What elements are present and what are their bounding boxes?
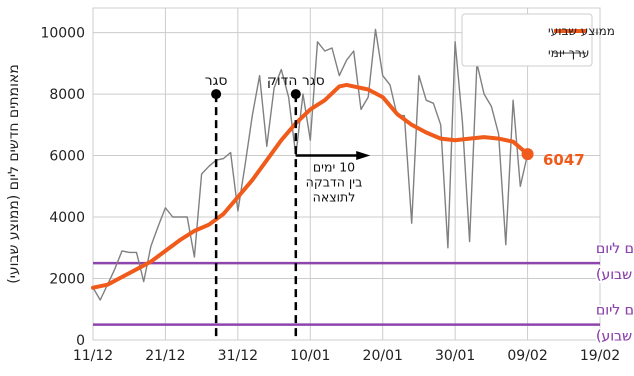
y-tick-label: 10000 bbox=[40, 26, 85, 42]
x-tick-label: 19/02 bbox=[580, 348, 620, 364]
legend-label-daily: ערך יומי bbox=[548, 46, 589, 60]
axis-ticks: 0 2000 4000 6000 8000 10000 11/12 21/12 31/12 10/… bbox=[40, 26, 620, 364]
end-value-label: 6047 bbox=[543, 151, 585, 169]
legend: ממוצע שבועי ערך יומי bbox=[461, 13, 615, 67]
x-tick-label: 11/12 bbox=[73, 348, 113, 364]
event-label: סגר bbox=[205, 73, 228, 89]
weekly-end-point bbox=[521, 148, 534, 161]
threshold-label: (בממוצע על פני שבוע) bbox=[596, 267, 634, 283]
x-tick-label: 10/01 bbox=[290, 348, 330, 364]
daily-series bbox=[92, 28, 529, 301]
x-tick-label: 20/01 bbox=[363, 348, 403, 364]
y-tick-label: 0 bbox=[76, 333, 85, 349]
delay-arrow-head bbox=[356, 151, 371, 161]
event-point bbox=[211, 89, 222, 100]
y-tick-label: 4000 bbox=[49, 210, 85, 226]
threshold-lines: סף 2500 חולים חדשים ליוםסף 2500 חולים חד… bbox=[93, 239, 634, 347]
legend-label-weekly: ממוצע שבועי bbox=[548, 24, 615, 38]
delay-label: בין הדבקה bbox=[306, 175, 363, 190]
threshold-label: (בממוצע על פני שבוע) bbox=[596, 329, 634, 345]
x-tick-label: 09/02 bbox=[507, 348, 547, 364]
x-tick-label: 30/01 bbox=[435, 348, 475, 364]
y-axis-label: מאומתים חדשים ליום (ממוצע שבועי) bbox=[6, 64, 22, 283]
event-point bbox=[290, 89, 301, 100]
y-tick-label: 8000 bbox=[49, 87, 85, 103]
threshold-label-halo: סף 500 חולים חדשים ליום bbox=[596, 303, 634, 319]
threshold-label: סף 500 חולים חדשים ליום bbox=[596, 303, 634, 319]
weekly-average-line bbox=[91, 82, 530, 290]
x-tick-label: 21/12 bbox=[145, 348, 185, 364]
threshold-label-halo: (בממוצע על פני שבוע) bbox=[596, 329, 634, 345]
delay-label: לתוצאה bbox=[313, 190, 356, 205]
threshold-label-halo: סף 2500 חולים חדשים ליום bbox=[596, 241, 634, 257]
y-tick-label: 2000 bbox=[49, 272, 85, 288]
x-tick-label: 31/12 bbox=[218, 348, 258, 364]
delay-label: 10 ימים bbox=[313, 160, 355, 175]
threshold-label: סף 2500 חולים חדשים ליום bbox=[596, 241, 634, 257]
y-tick-label: 6000 bbox=[49, 149, 85, 165]
threshold-label-halo: (בממוצע על פני שבוע) bbox=[596, 267, 634, 283]
weekly-series bbox=[91, 82, 534, 290]
daily-value-line bbox=[92, 28, 529, 301]
event-label: סגר הדוק bbox=[267, 73, 325, 89]
